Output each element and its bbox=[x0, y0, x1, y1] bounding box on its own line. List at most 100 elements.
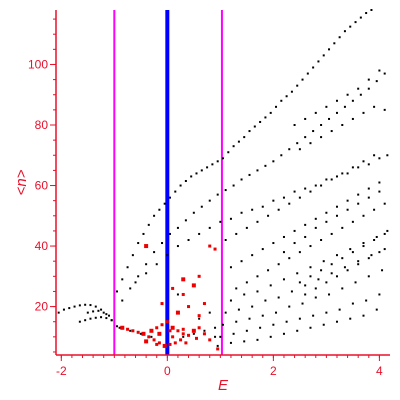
data-point bbox=[256, 338, 259, 341]
data-point bbox=[341, 226, 344, 229]
data-point bbox=[243, 340, 246, 343]
data-point bbox=[198, 317, 201, 320]
data-point bbox=[224, 189, 227, 192]
data-point bbox=[219, 220, 222, 223]
data-point bbox=[359, 93, 362, 96]
data-point bbox=[306, 72, 309, 75]
data-point bbox=[229, 341, 232, 344]
data-point bbox=[229, 217, 232, 220]
data-point bbox=[134, 281, 137, 284]
data-point bbox=[168, 232, 171, 235]
x-tick-label: 0 bbox=[164, 364, 171, 378]
data-point bbox=[293, 229, 296, 232]
data-point bbox=[184, 179, 187, 182]
data-point bbox=[285, 95, 288, 98]
data-point bbox=[317, 278, 320, 281]
data-point bbox=[325, 211, 328, 214]
data-point bbox=[179, 184, 182, 187]
data-point bbox=[335, 99, 338, 102]
data-point bbox=[335, 111, 338, 114]
data-point-red bbox=[155, 326, 159, 330]
data-point bbox=[349, 248, 352, 251]
data-point bbox=[314, 184, 317, 187]
data-point bbox=[304, 223, 307, 226]
data-point bbox=[296, 272, 299, 275]
data-point bbox=[224, 239, 227, 241]
data-point-red bbox=[187, 333, 191, 337]
data-point-red bbox=[181, 292, 185, 296]
data-point bbox=[277, 263, 280, 266]
data-point bbox=[325, 220, 328, 223]
data-point bbox=[137, 275, 140, 278]
data-point bbox=[381, 269, 384, 272]
data-point bbox=[293, 124, 296, 126]
data-point bbox=[362, 160, 365, 163]
data-point bbox=[341, 287, 344, 290]
data-point bbox=[275, 105, 278, 108]
data-point-red bbox=[173, 341, 177, 345]
data-point-red bbox=[155, 342, 159, 346]
data-point-red bbox=[165, 320, 169, 324]
y-tick-label: 20 bbox=[35, 300, 49, 314]
data-point-red bbox=[170, 325, 175, 330]
data-point bbox=[346, 208, 349, 211]
data-point bbox=[367, 87, 370, 90]
data-point bbox=[375, 80, 378, 83]
data-point bbox=[330, 272, 333, 275]
data-point-red bbox=[181, 277, 186, 282]
data-point bbox=[365, 299, 368, 302]
data-point bbox=[89, 317, 92, 320]
data-point bbox=[147, 223, 150, 226]
data-point bbox=[251, 254, 254, 257]
data-point bbox=[203, 329, 206, 332]
data-point bbox=[229, 266, 232, 269]
data-point bbox=[240, 178, 243, 181]
data-point-red bbox=[171, 335, 175, 339]
y-tick-label: 40 bbox=[35, 239, 49, 253]
data-point bbox=[325, 281, 328, 284]
data-point bbox=[357, 260, 360, 263]
data-point bbox=[298, 148, 301, 151]
data-point bbox=[365, 12, 368, 15]
data-point bbox=[269, 335, 272, 338]
data-point bbox=[208, 226, 211, 229]
data-point-red bbox=[160, 302, 164, 306]
data-point bbox=[296, 84, 299, 87]
data-point bbox=[309, 190, 312, 193]
data-point-red bbox=[147, 335, 151, 339]
black-point-series bbox=[57, 9, 389, 347]
data-point bbox=[351, 251, 354, 254]
data-point bbox=[367, 257, 370, 260]
data-point bbox=[370, 9, 373, 11]
data-point bbox=[237, 140, 240, 143]
data-point bbox=[304, 117, 307, 120]
data-point-red bbox=[181, 327, 185, 331]
data-point bbox=[248, 130, 251, 133]
data-point bbox=[245, 281, 248, 284]
data-point bbox=[320, 239, 323, 241]
data-point bbox=[253, 125, 256, 128]
data-point bbox=[282, 251, 285, 254]
data-point bbox=[94, 316, 97, 319]
data-point bbox=[115, 290, 118, 293]
data-point-red bbox=[187, 305, 191, 309]
data-point bbox=[314, 226, 317, 229]
data-point bbox=[145, 263, 148, 266]
data-point bbox=[325, 178, 328, 181]
data-point bbox=[277, 208, 280, 211]
data-point bbox=[131, 254, 134, 257]
data-point bbox=[272, 160, 275, 163]
data-point bbox=[94, 305, 97, 308]
data-point bbox=[243, 136, 246, 139]
data-point bbox=[314, 111, 317, 114]
data-point bbox=[275, 311, 278, 314]
data-point bbox=[309, 245, 312, 248]
data-point bbox=[192, 332, 195, 335]
data-point bbox=[288, 202, 291, 205]
data-point bbox=[150, 335, 153, 338]
data-point bbox=[267, 269, 270, 272]
data-point bbox=[343, 30, 346, 33]
data-point bbox=[370, 254, 373, 257]
data-point bbox=[320, 269, 323, 272]
data-point bbox=[330, 130, 333, 133]
